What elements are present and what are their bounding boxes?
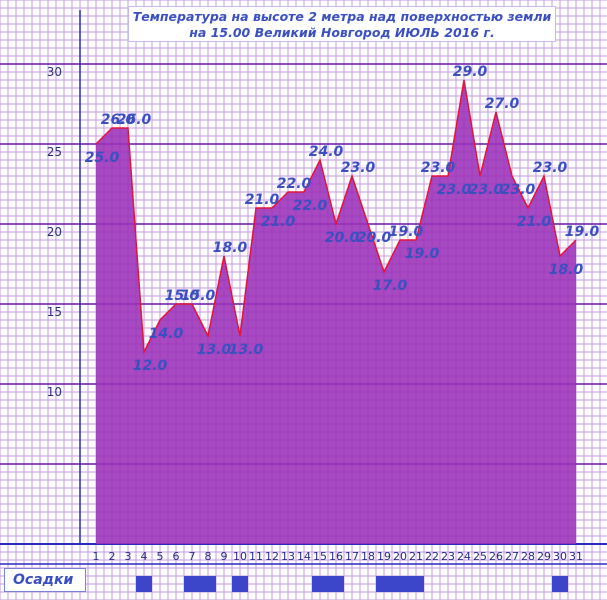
x-tick-label: 18 bbox=[361, 550, 375, 563]
x-tick-label: 11 bbox=[249, 550, 263, 563]
precipitation-mark bbox=[408, 576, 424, 592]
x-tick-label: 20 bbox=[393, 550, 407, 563]
chart-title-line2: на 15.00 Великий Новгород ИЮЛЬ 2016 г. bbox=[189, 25, 495, 40]
value-label: 23.0 bbox=[469, 182, 504, 198]
x-tick-label: 9 bbox=[221, 550, 228, 563]
x-tick-label: 19 bbox=[377, 550, 391, 563]
y-axis-ticks: 10 15 20 25 30 bbox=[47, 65, 62, 399]
temperature-line bbox=[95, 79, 577, 355]
precipitation-mark bbox=[328, 576, 344, 592]
x-tick-label: 25 bbox=[473, 550, 487, 563]
x-tick-label: 29 bbox=[537, 550, 551, 563]
value-label: 23.0 bbox=[533, 160, 568, 176]
value-label: 22.0 bbox=[293, 198, 328, 214]
value-label: 22.0 bbox=[277, 176, 312, 192]
value-label: 23.0 bbox=[421, 160, 456, 176]
x-tick-label: 30 bbox=[553, 550, 567, 563]
value-label: 18.0 bbox=[549, 262, 584, 278]
precipitation-mark bbox=[200, 576, 216, 592]
value-label: 21.0 bbox=[245, 192, 280, 208]
value-label: 26.0 bbox=[117, 112, 152, 128]
value-label: 17.0 bbox=[373, 278, 408, 294]
y-tick-label: 20 bbox=[47, 225, 62, 239]
x-tick-label: 2 bbox=[109, 550, 116, 563]
x-tick-label: 10 bbox=[233, 550, 247, 563]
value-label: 12.0 bbox=[133, 358, 168, 374]
precipitation-mark bbox=[392, 576, 408, 592]
x-tick-label: 15 bbox=[313, 550, 327, 563]
value-label: 13.0 bbox=[229, 342, 264, 358]
x-tick-label: 23 bbox=[441, 550, 455, 563]
y-tick-label: 30 bbox=[47, 65, 62, 79]
y-tick-label: 25 bbox=[47, 145, 62, 159]
value-label: 24.0 bbox=[309, 144, 344, 160]
x-tick-label: 3 bbox=[125, 550, 132, 563]
x-tick-label: 8 bbox=[205, 550, 212, 563]
precipitation-label: Осадки bbox=[4, 568, 86, 592]
chart-title: Температура на высоте 2 метра над поверх… bbox=[128, 6, 556, 42]
value-labels: 25.0 26.026.0 12.0 14.0 15.015.0 13.0 18.0 13.0… bbox=[85, 64, 600, 374]
precipitation-mark bbox=[552, 576, 568, 592]
value-label: 23.0 bbox=[501, 182, 536, 198]
x-tick-label: 28 bbox=[521, 550, 535, 563]
value-label: 19.0 bbox=[389, 224, 424, 240]
value-label: 25.0 bbox=[85, 150, 120, 166]
x-tick-label: 1 bbox=[93, 550, 100, 563]
value-label: 14.0 bbox=[149, 326, 184, 342]
value-label: 23.0 bbox=[341, 160, 376, 176]
x-tick-label: 5 bbox=[157, 550, 164, 563]
precipitation-mark bbox=[312, 576, 328, 592]
x-tick-label: 17 bbox=[345, 550, 359, 563]
x-tick-label: 6 bbox=[173, 550, 180, 563]
x-tick-label: 26 bbox=[489, 550, 503, 563]
precipitation-mark bbox=[136, 576, 152, 592]
value-label: 20.0 bbox=[357, 230, 392, 246]
x-tick-label: 13 bbox=[281, 550, 295, 563]
x-tick-label: 24 bbox=[457, 550, 471, 563]
precipitation-mark bbox=[376, 576, 392, 592]
x-tick-label: 27 bbox=[505, 550, 519, 563]
x-axis-ticks: 1 2 3 4 5 6 7 8 9 10 11 12 13 14 15 16 17 18 19 20 21 22 23 24 2… bbox=[93, 550, 584, 563]
temperature-area bbox=[95, 79, 577, 544]
value-label: 13.0 bbox=[197, 342, 232, 358]
value-label: 21.0 bbox=[517, 214, 552, 230]
x-tick-label: 12 bbox=[265, 550, 279, 563]
value-label: 21.0 bbox=[261, 214, 296, 230]
precipitation-mark bbox=[184, 576, 200, 592]
x-tick-label: 22 bbox=[425, 550, 439, 563]
value-label: 18.0 bbox=[213, 240, 248, 256]
temperature-fill bbox=[96, 80, 576, 544]
x-tick-label: 7 bbox=[189, 550, 196, 563]
y-tick-label: 10 bbox=[47, 385, 62, 399]
value-label: 23.0 bbox=[437, 182, 472, 198]
precipitation-marks bbox=[136, 576, 568, 592]
value-label: 29.0 bbox=[453, 64, 488, 80]
value-label: 19.0 bbox=[405, 246, 440, 262]
x-tick-label: 4 bbox=[141, 550, 148, 563]
chart-title-line1: Температура на высоте 2 метра над поверх… bbox=[132, 9, 552, 24]
value-label: 26.0 bbox=[101, 112, 136, 128]
precipitation-mark bbox=[232, 576, 248, 592]
value-label: 15.0 bbox=[165, 288, 200, 304]
x-tick-label: 14 bbox=[297, 550, 311, 563]
value-label: 19.0 bbox=[565, 224, 600, 240]
value-label: 15.0 bbox=[181, 288, 216, 304]
x-tick-label: 16 bbox=[329, 550, 343, 563]
y-tick-label: 15 bbox=[47, 305, 62, 319]
value-label: 27.0 bbox=[485, 96, 520, 112]
x-tick-label: 21 bbox=[409, 550, 423, 563]
x-tick-label: 31 bbox=[569, 550, 583, 563]
value-label: 20.0 bbox=[325, 230, 360, 246]
